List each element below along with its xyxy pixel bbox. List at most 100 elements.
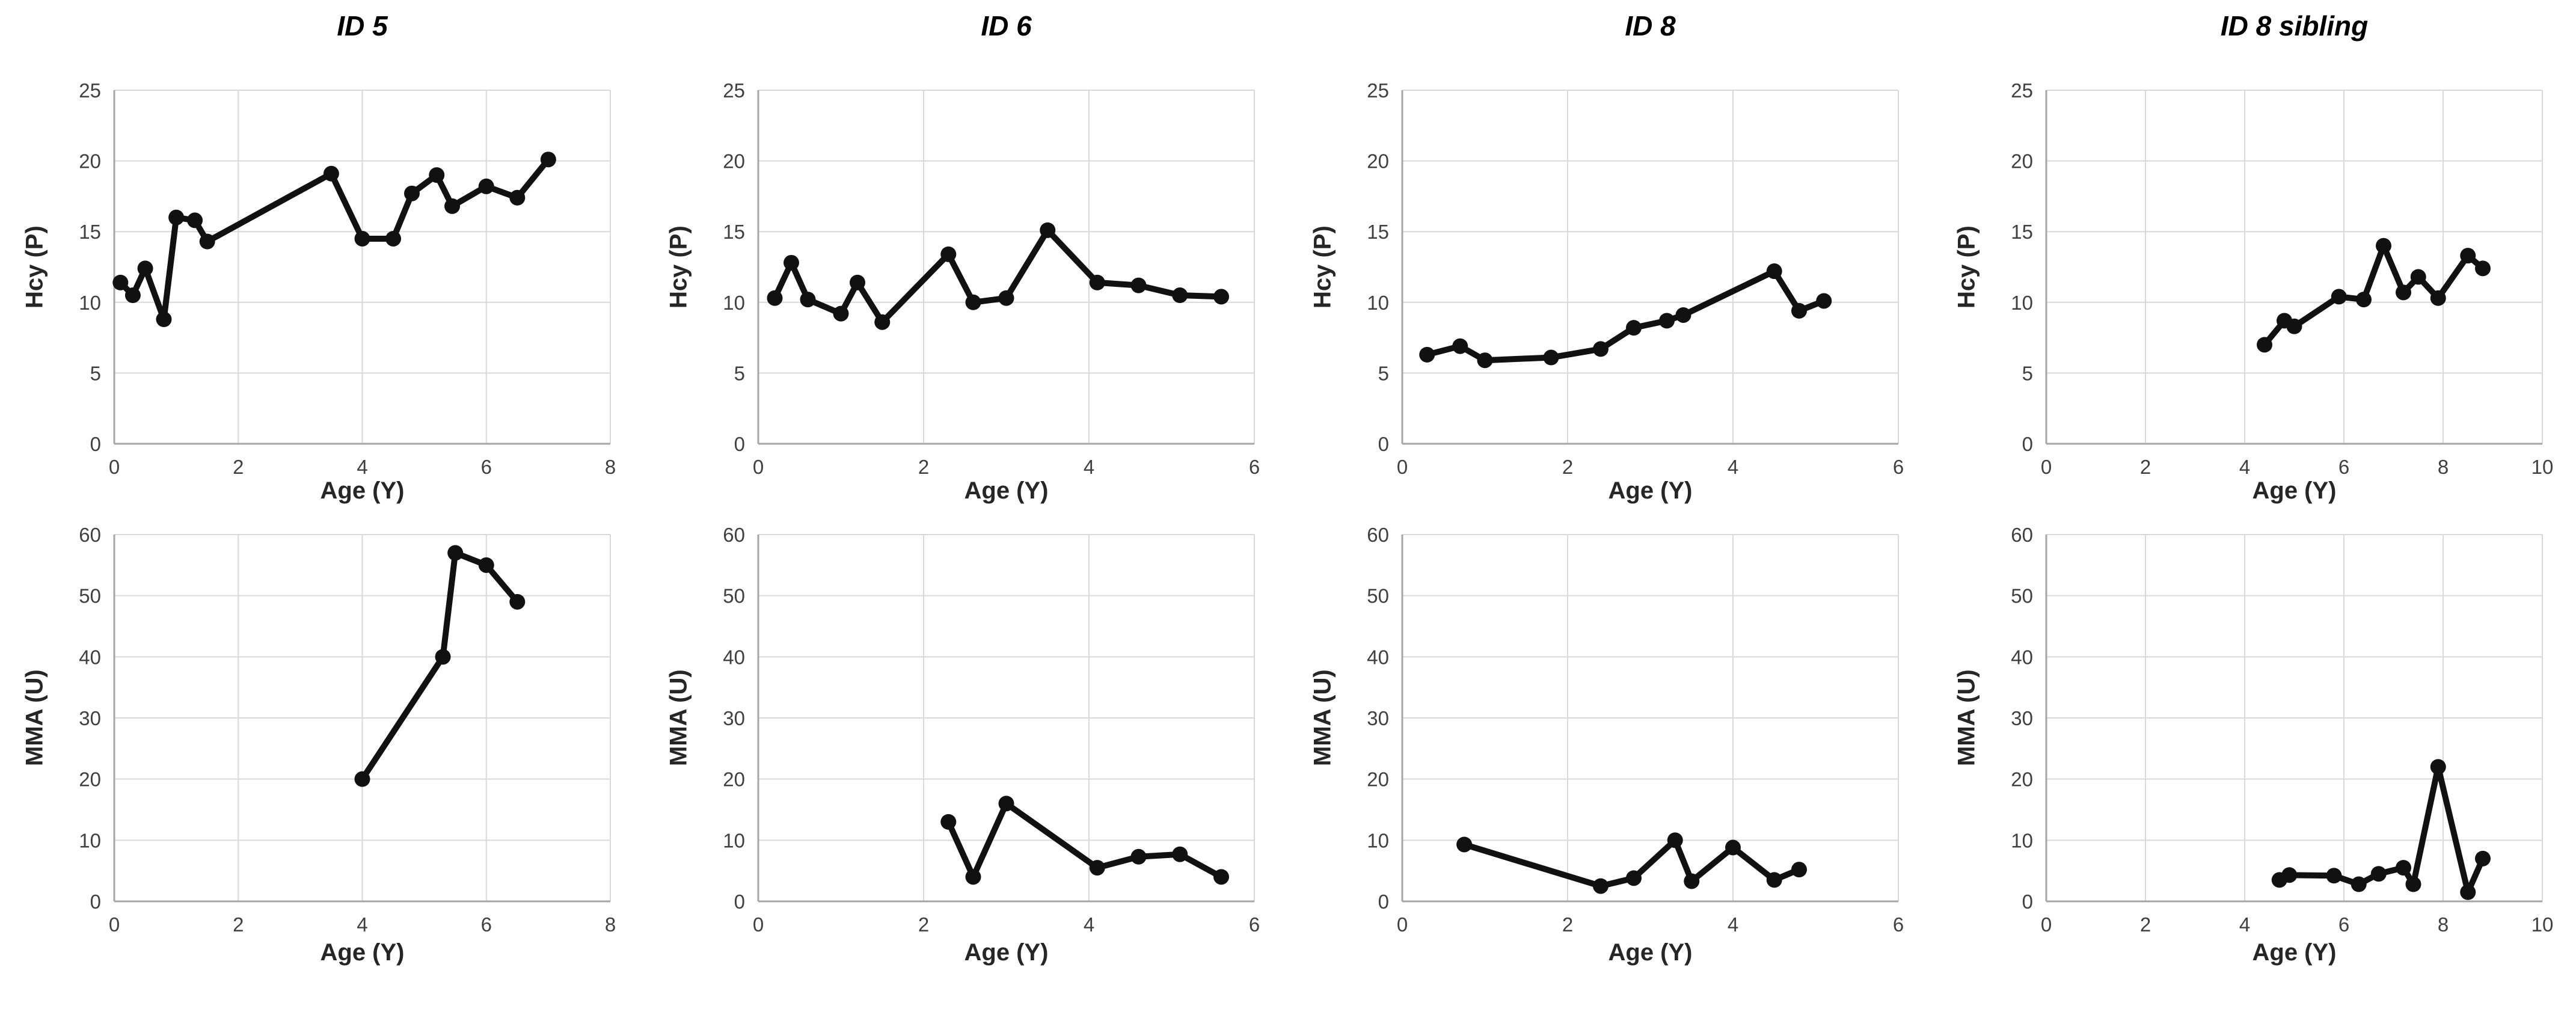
svg-text:10: 10 <box>2532 456 2554 478</box>
svg-text:20: 20 <box>79 150 101 173</box>
svg-text:20: 20 <box>723 150 745 173</box>
svg-text:50: 50 <box>79 585 101 607</box>
x-axis-label: Age (Y) <box>1608 477 1693 504</box>
x-axis-label: Age (Y) <box>320 477 405 504</box>
svg-text:2: 2 <box>918 456 929 478</box>
panel-id5-hcy: ID 5 Hcy (P) 0 5 10 15 20 25 0 2 4 6 8 Age (Y) <box>0 0 644 508</box>
line-plot: 0 10 20 30 40 50 60 0 2 4 6 <box>723 524 1260 936</box>
chart-title: ID 6 <box>981 10 1032 41</box>
x-axis-label: Age (Y) <box>320 939 405 966</box>
svg-text:10: 10 <box>723 829 745 851</box>
svg-text:15: 15 <box>2011 221 2033 243</box>
svg-text:50: 50 <box>1367 585 1389 607</box>
svg-text:40: 40 <box>2011 646 2033 668</box>
svg-text:10: 10 <box>79 292 101 314</box>
svg-text:0: 0 <box>753 913 764 936</box>
svg-text:8: 8 <box>2438 913 2449 936</box>
svg-text:4: 4 <box>1084 913 1094 936</box>
svg-text:2: 2 <box>2140 913 2151 936</box>
svg-text:10: 10 <box>2532 913 2554 936</box>
svg-text:60: 60 <box>1367 524 1389 546</box>
svg-text:0: 0 <box>109 913 120 936</box>
svg-text:15: 15 <box>723 221 745 243</box>
svg-text:0: 0 <box>90 433 101 455</box>
svg-text:6: 6 <box>1249 456 1260 478</box>
svg-text:2: 2 <box>233 456 244 478</box>
svg-text:60: 60 <box>2011 524 2033 546</box>
svg-text:30: 30 <box>2011 707 2033 729</box>
panel-id6-hcy: ID 6 Hcy (P) 0 5 10 15 20 25 0 2 4 6 Age (Y) <box>644 0 1288 508</box>
svg-text:4: 4 <box>1084 456 1094 478</box>
svg-text:6: 6 <box>1893 456 1904 478</box>
svg-text:8: 8 <box>605 456 616 478</box>
svg-text:5: 5 <box>734 362 745 384</box>
svg-text:8: 8 <box>605 913 616 936</box>
svg-text:15: 15 <box>79 221 101 243</box>
svg-text:2: 2 <box>1562 913 1573 936</box>
svg-text:30: 30 <box>1367 707 1389 729</box>
chart-title: ID 8 sibling <box>2220 10 2369 41</box>
svg-text:40: 40 <box>79 646 101 668</box>
svg-text:60: 60 <box>723 524 745 546</box>
svg-text:5: 5 <box>2022 362 2033 384</box>
chart-title: ID 8 <box>1625 10 1676 41</box>
line-plot: 0 5 10 15 20 25 0 2 4 6 8 <box>79 79 616 478</box>
svg-text:0: 0 <box>1397 913 1408 936</box>
svg-text:25: 25 <box>1367 79 1389 102</box>
line-plot: 0 10 20 30 40 50 60 0 2 4 6 8 <box>79 524 616 936</box>
svg-text:4: 4 <box>1728 456 1738 478</box>
svg-text:0: 0 <box>109 456 120 478</box>
svg-text:30: 30 <box>79 707 101 729</box>
svg-text:15: 15 <box>1367 221 1389 243</box>
svg-text:6: 6 <box>2338 913 2349 936</box>
svg-text:6: 6 <box>1249 913 1260 936</box>
svg-text:20: 20 <box>79 768 101 791</box>
chart-title: ID 5 <box>337 10 388 41</box>
svg-text:6: 6 <box>481 456 492 478</box>
svg-text:4: 4 <box>2239 913 2250 936</box>
svg-text:10: 10 <box>1367 292 1389 314</box>
panel-id8-hcy: ID 8 Hcy (P) 0 5 10 15 20 25 0 2 4 6 Age (Y) <box>1288 0 1932 508</box>
svg-text:10: 10 <box>1367 829 1389 851</box>
svg-text:10: 10 <box>79 829 101 851</box>
panel-id8-sibling-hcy: ID 8 sibling Hcy (P) 0 5 10 15 20 25 0 2 4 6 8 10 A… <box>1932 0 2576 508</box>
svg-text:40: 40 <box>1367 646 1389 668</box>
svg-text:50: 50 <box>723 585 745 607</box>
svg-text:2: 2 <box>233 913 244 936</box>
svg-text:30: 30 <box>723 707 745 729</box>
svg-text:0: 0 <box>753 456 764 478</box>
svg-text:20: 20 <box>723 768 745 791</box>
svg-text:4: 4 <box>357 913 367 936</box>
svg-text:20: 20 <box>1367 768 1389 791</box>
svg-text:25: 25 <box>723 79 745 102</box>
svg-text:25: 25 <box>79 79 101 102</box>
svg-text:10: 10 <box>2011 829 2033 851</box>
svg-text:10: 10 <box>723 292 745 314</box>
svg-text:0: 0 <box>2022 433 2033 455</box>
svg-text:4: 4 <box>357 456 367 478</box>
line-plot: 0 10 20 30 40 50 60 0 2 4 6 <box>1367 524 1904 936</box>
x-axis-label: Age (Y) <box>964 939 1049 966</box>
panel-id6-mma: MMA (U) 0 10 20 30 40 50 60 0 2 4 6 Age (Y) <box>644 508 1288 1015</box>
svg-text:0: 0 <box>2022 891 2033 913</box>
svg-text:2: 2 <box>2140 456 2151 478</box>
svg-text:50: 50 <box>2011 585 2033 607</box>
svg-text:0: 0 <box>2041 456 2052 478</box>
line-plot: 0 10 20 30 40 50 60 0 2 4 6 8 10 <box>2011 524 2554 936</box>
svg-text:0: 0 <box>734 891 745 913</box>
svg-text:10: 10 <box>2011 292 2033 314</box>
svg-text:8: 8 <box>2438 456 2449 478</box>
svg-text:25: 25 <box>2011 79 2033 102</box>
svg-text:20: 20 <box>2011 768 2033 791</box>
svg-text:0: 0 <box>90 891 101 913</box>
line-plot: 0 5 10 15 20 25 0 2 4 6 8 10 <box>2011 79 2554 478</box>
svg-text:20: 20 <box>1367 150 1389 173</box>
svg-text:4: 4 <box>2239 456 2250 478</box>
panel-id8-sibling-mma: MMA (U) 0 10 20 30 40 50 60 0 2 4 6 8 10 Age (Y) <box>1932 508 2576 1015</box>
svg-text:6: 6 <box>1893 913 1904 936</box>
svg-text:60: 60 <box>79 524 101 546</box>
x-axis-label: Age (Y) <box>2252 477 2337 504</box>
svg-text:0: 0 <box>1378 433 1389 455</box>
svg-text:6: 6 <box>2338 456 2349 478</box>
panel-id8-mma: MMA (U) 0 10 20 30 40 50 60 0 2 4 6 Age (Y) <box>1288 508 1932 1015</box>
